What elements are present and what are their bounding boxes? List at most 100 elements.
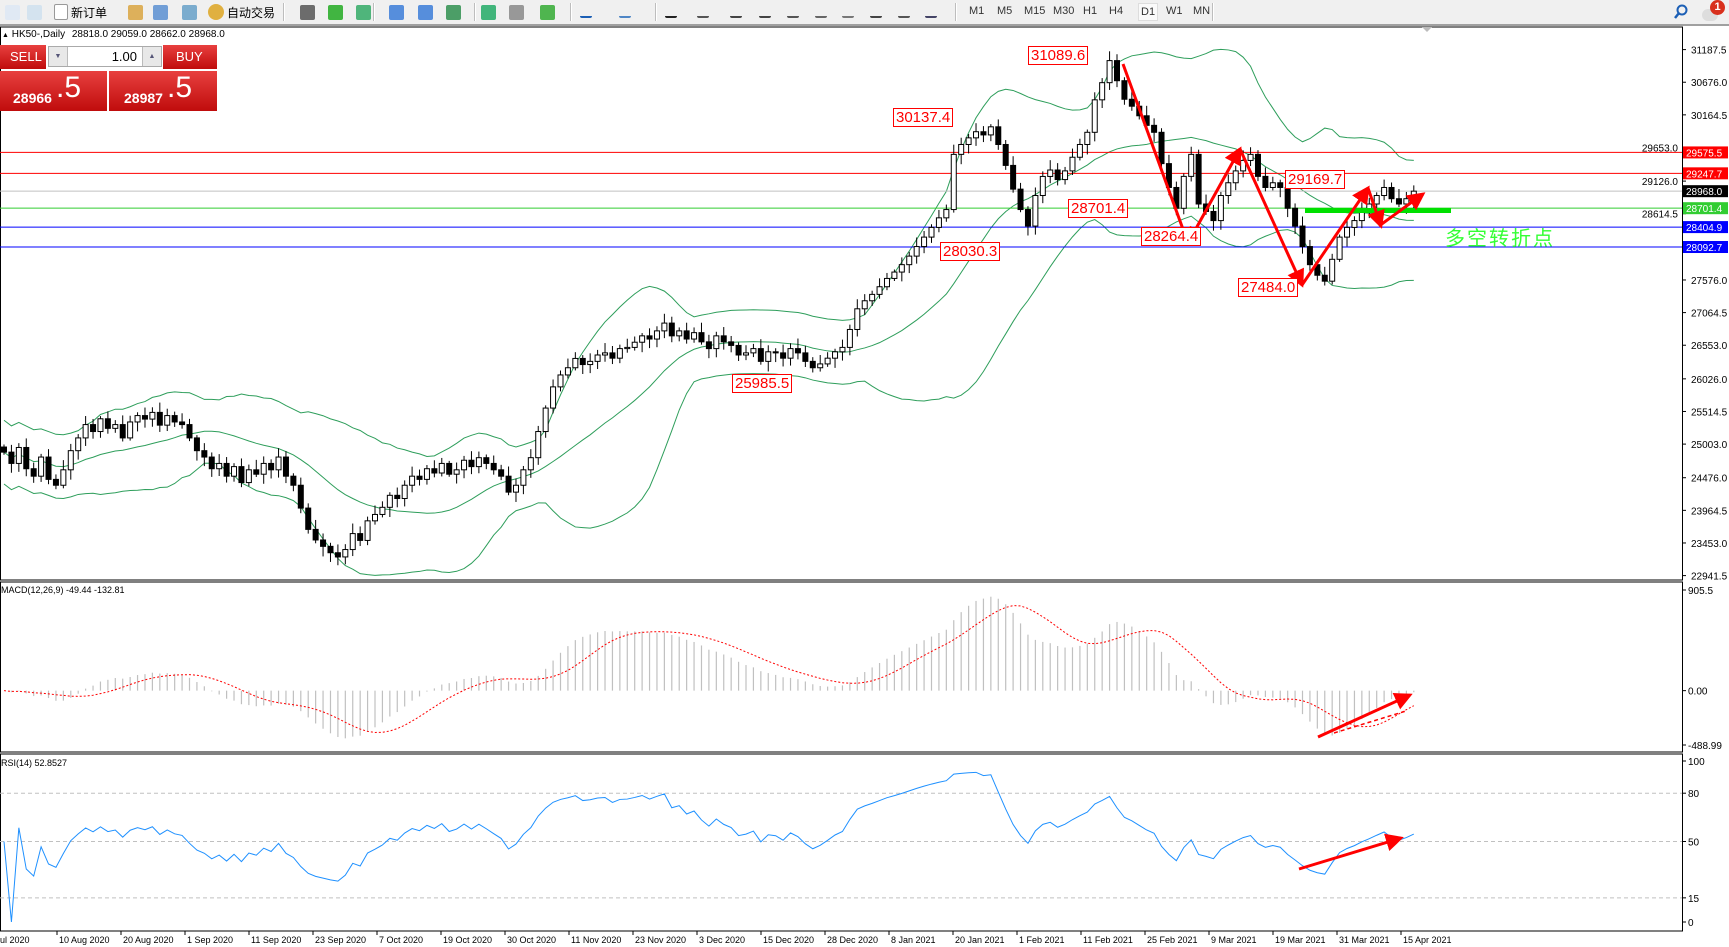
- candle-bull: [127, 421, 134, 439]
- buy-button[interactable]: BUY: [163, 45, 217, 69]
- candle-bear: [1292, 207, 1299, 227]
- price-tick-label: 23964.5: [1691, 506, 1728, 517]
- metaeditor-button[interactable]: [128, 3, 143, 21]
- lot-value[interactable]: 1.00: [111, 49, 137, 64]
- bar-chart-button[interactable]: [300, 3, 315, 21]
- candle-bear: [334, 552, 341, 558]
- signals-button[interactable]: [182, 3, 197, 21]
- vertical-line-button[interactable]: [730, 3, 742, 21]
- price-annotation-label[interactable]: 28701.4: [1068, 199, 1129, 218]
- navigator-button[interactable]: [153, 3, 168, 21]
- cursor-button[interactable]: [665, 3, 677, 21]
- candle-bear: [312, 528, 319, 541]
- lot-size-field[interactable]: ▼ 1.00 ▲: [48, 46, 162, 67]
- candlestick-button[interactable]: [328, 3, 343, 21]
- rsi-tick-label: 100: [1688, 757, 1705, 768]
- timeframe-m1[interactable]: M1: [969, 5, 985, 17]
- price-annotation-label[interactable]: 27484.0: [1238, 278, 1299, 297]
- date-tick-label: 30 Oct 2020: [507, 935, 556, 945]
- candle-bull: [935, 217, 942, 228]
- price-annotation-label[interactable]: 30137.4: [893, 108, 954, 127]
- new-chart-button[interactable]: [5, 3, 20, 21]
- search-button[interactable]: [1673, 3, 1689, 21]
- new-order-button[interactable]: 新订单: [54, 3, 107, 21]
- candle-bull: [409, 475, 416, 486]
- candle-bull: [535, 431, 542, 459]
- candle-bear: [141, 415, 148, 420]
- timeframe-h1[interactable]: H1: [1083, 5, 1098, 17]
- date-tick-label: 3 Dec 2020: [699, 935, 745, 945]
- candle-bear: [394, 494, 401, 500]
- candle-bull: [245, 469, 252, 484]
- price-tick-label: 29653.0: [1642, 143, 1679, 154]
- macd-tick-label: -488.99: [1688, 741, 1722, 752]
- price-annotation-label[interactable]: 28030.3: [940, 242, 1001, 261]
- timeframe-m5[interactable]: M5: [997, 5, 1013, 17]
- equidistant-channel-button[interactable]: [815, 3, 827, 21]
- price-annotation-label[interactable]: 28264.4: [1141, 227, 1202, 246]
- timeframe-d1[interactable]: D1: [1138, 3, 1159, 21]
- notification-badge: 1: [1710, 0, 1725, 15]
- text-button[interactable]: [870, 3, 882, 21]
- candle-bear: [30, 468, 37, 477]
- timeframe-m15[interactable]: M15: [1024, 5, 1046, 17]
- macd-signal-trend-line: [1333, 710, 1407, 734]
- candle-bear: [980, 131, 987, 136]
- chart-shift-button[interactable]: [509, 3, 524, 21]
- line-chart-button[interactable]: [356, 3, 371, 21]
- price-annotation-label[interactable]: 29169.7: [1285, 170, 1346, 189]
- chart-ohlc: 28818.0 29059.0 28662.0 28968.0: [71, 29, 225, 40]
- periods-icon: [580, 6, 592, 18]
- candle-bear: [802, 352, 809, 362]
- timeframe-m30[interactable]: M30: [1053, 5, 1075, 17]
- candle-bull: [15, 446, 22, 464]
- lot-decrease-button[interactable]: ▼: [49, 47, 68, 66]
- arrows-button[interactable]: [925, 3, 937, 21]
- fibonacci-button[interactable]: [842, 3, 854, 21]
- messages-button[interactable]: 1: [1702, 0, 1725, 21]
- timeframe-w1[interactable]: W1: [1166, 5, 1183, 17]
- buy-price-button[interactable]: 28987 .5: [109, 71, 217, 111]
- trend-arrow: [1300, 185, 1370, 286]
- rsi-tick-label: 15: [1688, 894, 1700, 905]
- zoom-in-button[interactable]: [389, 3, 404, 21]
- chart-area[interactable]: 31187.5 30676.0 30164.5 29653.0 29126.0 28614…: [0, 26, 1729, 947]
- timeframe-mn[interactable]: MN: [1193, 5, 1211, 17]
- price-annotation-label[interactable]: 31089.6: [1028, 46, 1089, 65]
- candle-bear: [698, 332, 705, 343]
- candle-bear: [468, 459, 475, 468]
- templates-button[interactable]: [619, 3, 631, 21]
- candle-bear: [1262, 175, 1269, 188]
- lot-increase-button[interactable]: ▲: [142, 47, 161, 66]
- candle-bull: [386, 494, 393, 508]
- sell-button[interactable]: SELL: [0, 45, 46, 69]
- text-label-button[interactable]: [898, 3, 910, 21]
- date-tick-label: 23 Sep 2020: [315, 935, 366, 945]
- date-tick-label: 23 Nov 2020: [635, 935, 686, 945]
- macd-signal-line: [3, 605, 1415, 733]
- candle-bear: [1210, 210, 1217, 222]
- candle-bull: [1373, 195, 1380, 205]
- periods-button[interactable]: [580, 3, 592, 21]
- candle-bull: [1188, 153, 1195, 177]
- autoscroll-icon: [481, 4, 496, 20]
- timeframe-h4[interactable]: H4: [1109, 5, 1124, 17]
- candle-bull: [602, 352, 609, 356]
- toolbar-separator: [570, 3, 572, 21]
- indicators-button[interactable]: [540, 3, 555, 21]
- profiles-button[interactable]: [27, 3, 42, 21]
- tile-windows-button[interactable]: [446, 3, 461, 21]
- auto-trading-button[interactable]: 自动交易: [208, 3, 275, 21]
- candle-bull: [743, 352, 749, 356]
- autoscroll-button[interactable]: [481, 3, 496, 21]
- arrows-icon: [925, 6, 937, 18]
- candle-bear: [119, 424, 126, 439]
- zoom-out-button[interactable]: [418, 3, 433, 21]
- date-tick-label: 19 Mar 2021: [1275, 935, 1326, 945]
- horizontal-line-button[interactable]: [759, 3, 771, 21]
- price-annotation-label[interactable]: 25985.5: [732, 374, 793, 393]
- sell-label: SELL: [10, 49, 42, 64]
- trendline-button[interactable]: [787, 3, 799, 21]
- sell-price-button[interactable]: 28966 .5: [0, 71, 107, 111]
- crosshair-button[interactable]: [697, 3, 709, 21]
